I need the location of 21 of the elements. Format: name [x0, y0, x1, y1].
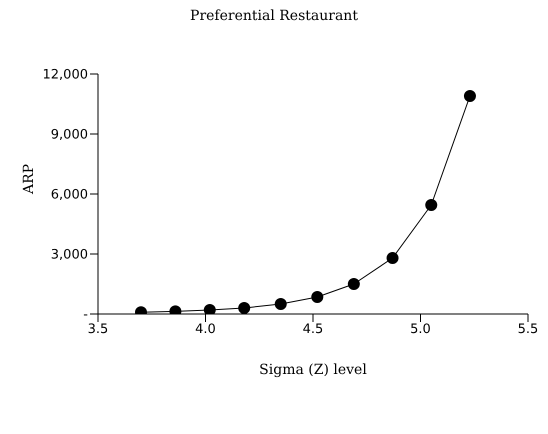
y-tick-label: 12,000 [42, 68, 88, 83]
x-axis-title: Sigma (Z) level [259, 362, 368, 378]
point [386, 252, 399, 264]
point [311, 291, 324, 303]
y-axis-title: ARP [20, 164, 37, 195]
chart-title: Preferential Restaurant [189, 8, 359, 26]
y-tick-label: 3,000 [50, 248, 88, 263]
point [425, 199, 438, 211]
point [238, 302, 250, 314]
point [464, 90, 476, 102]
x-tick-label: 4.0 [195, 322, 216, 338]
x-tick-label: 5.5 [518, 322, 538, 338]
point [274, 298, 287, 310]
y-tick-label: 9,000 [50, 128, 88, 143]
y-tick-label: 6,000 [50, 188, 88, 203]
x-tick-label: 5.0 [410, 322, 431, 338]
y-tick-label: - [83, 308, 88, 323]
point [204, 304, 216, 314]
x-tick-label: 3.5 [88, 322, 108, 338]
point [348, 278, 360, 290]
x-tick-label: 4.5 [302, 322, 324, 338]
